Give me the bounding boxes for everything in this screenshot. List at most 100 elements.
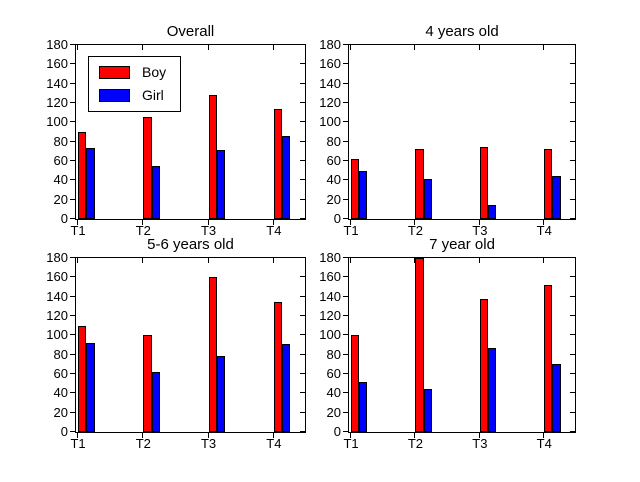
y-tick-label: 160 [319,269,341,285]
y-tick-mark [570,218,575,219]
x-tick-mark [77,258,79,263]
x-tick-mark [543,45,545,50]
y-tick-mark [70,63,75,65]
bar-girl [487,347,497,432]
y-tick-mark [343,82,348,84]
y-tick-mark [343,295,348,297]
x-tick-mark [77,433,79,438]
y-tick-mark [300,82,305,84]
y-tick-mark [70,431,75,432]
x-tick-mark [207,45,209,50]
bar-girl [423,179,432,219]
legend-label-boy: Boy [142,64,167,80]
x-tick-label: T3 [200,436,217,451]
bar-boy [351,335,360,432]
x-tick-label: T4 [536,223,552,238]
y-tick-mark [70,218,75,219]
y-tick-mark [70,198,75,200]
y-tick-mark [343,44,348,45]
plot-area: 0 20 40 60 80 100 120 140 160 180 T1 T2 T3 T4 Boy Girl [46,38,306,238]
bar-boy [208,95,217,219]
x-tick-mark [414,258,416,263]
y-tick-mark [570,102,575,103]
y-tick-label: 60 [326,153,341,168]
bar-boy [415,258,424,432]
y-tick-mark [70,295,75,297]
y-tick-mark [570,82,575,84]
legend-entry-boy: Boy [99,65,166,80]
x-tick-mark [543,220,545,225]
bar-boy [78,325,87,432]
x-tick-mark [478,258,480,263]
y-tick-mark [343,392,348,394]
y-tick-mark [343,257,348,258]
y-tick-mark [343,102,348,103]
y-tick-mark [300,121,305,123]
y-tick-mark [343,353,348,355]
y-tick-label: 160 [46,56,68,72]
plot-area: 0 20 40 60 80 100 120 140 160 180 T1 T2 T3 T4 [46,251,306,451]
y-tick-mark [343,334,348,336]
y-tick-label: 160 [319,56,341,72]
y-tick-label: 0 [333,211,341,226]
bar-girl [359,170,368,219]
bar-girl [216,150,226,219]
y-tick-mark [70,82,75,84]
x-tick-label: T1 [70,436,86,451]
plot-area: 0 20 40 60 80 100 120 140 160 180 T1 T2 T3 T4 [319,251,576,451]
x-tick-mark [350,45,352,50]
y-tick-mark [570,160,575,161]
y-tick-label: 20 [53,191,68,207]
y-tick-mark [570,257,575,258]
y-tick-mark [300,63,305,65]
bar-boy [273,301,283,432]
y-tick-mark [570,63,575,65]
x-tick-label: T1 [343,223,359,238]
y-tick-mark [300,198,305,200]
y-tick-mark [570,121,575,123]
y-tick-mark [570,198,575,200]
y-tick-mark [343,160,348,161]
y-tick-label: 20 [53,404,68,420]
y-tick-mark [343,63,348,65]
legend-entry-girl: Girl [99,88,166,103]
y-tick-mark [300,373,305,374]
x-tick-mark [142,45,144,50]
y-tick-label: 180 [46,37,68,52]
bar-boy [78,132,87,219]
x-tick-label: T2 [407,436,424,451]
y-tick-label: 40 [326,385,341,401]
y-tick-label: 100 [46,114,68,130]
y-tick-mark [343,431,348,432]
subplot-7-year-old: 7 year old 0 20 40 60 80 100 120 140 160 180 T1 T2 T… [319,237,576,451]
chart-title: 7 year old [429,236,495,253]
x-tick-mark [77,45,79,50]
y-tick-label: 60 [53,366,68,381]
y-tick-mark [300,218,305,219]
y-tick-mark [300,102,305,103]
y-tick-mark [343,315,348,316]
y-tick-label: 160 [46,269,68,285]
y-tick-mark [300,257,305,258]
y-tick-mark [70,121,75,123]
x-tick-mark [272,220,274,225]
x-tick-label: T2 [135,223,151,238]
x-tick-label: T2 [135,436,151,451]
y-tick-label: 40 [53,172,68,188]
x-tick-mark [414,45,416,50]
y-tick-mark [570,334,575,336]
y-tick-label: 80 [53,133,68,149]
x-tick-label: T4 [536,436,552,451]
y-tick-label: 180 [46,250,68,265]
legend-swatch-boy [99,66,130,79]
x-tick-label: T3 [200,223,217,238]
y-tick-mark [70,102,75,103]
y-tick-label: 80 [326,346,341,362]
y-tick-mark [343,179,348,181]
bar-girl [216,355,226,432]
bar-boy [479,146,488,219]
bar-boy [273,108,283,219]
y-tick-mark [70,44,75,45]
y-tick-mark [343,373,348,374]
